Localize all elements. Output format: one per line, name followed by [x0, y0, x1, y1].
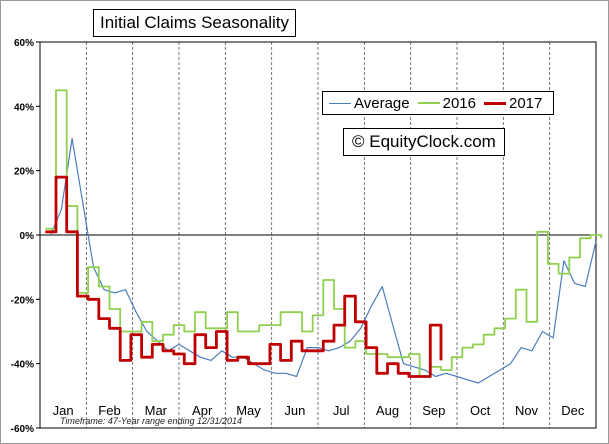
x-tick-label: Feb [98, 403, 120, 418]
legend-swatch-2016 [417, 102, 440, 104]
x-tick-label: Oct [470, 403, 491, 418]
timeframe-note: Timeframe: 47-Year range ending 12/31/20… [60, 416, 243, 426]
y-tick-label: 20% [14, 167, 34, 178]
x-tick-label: Sep [422, 403, 445, 418]
y-tick-label: -20% [11, 295, 34, 306]
y-tick-label: -60% [11, 424, 34, 435]
x-tick-label: Jun [284, 403, 305, 418]
legend-label-average: Average [354, 94, 410, 112]
x-tick-label: Mar [145, 403, 168, 418]
x-tick-label: May [236, 403, 261, 418]
x-tick-label: Aug [376, 403, 399, 418]
y-tick-label: 40% [14, 102, 34, 113]
x-tick-label: Dec [561, 403, 585, 418]
x-tick-label: Jan [53, 403, 74, 418]
legend-item-2017: 2017 [483, 94, 543, 112]
legend-item-average: Average [329, 95, 410, 112]
y-tick-label: 60% [14, 38, 34, 49]
x-tick-label: Nov [515, 403, 539, 418]
y-tick-labels: 60% 40% 20% 0% -20% -40% -60% [11, 38, 34, 435]
legend-item-2016: 2016 [417, 94, 476, 112]
x-tick-label: Jul [333, 403, 350, 418]
legend-swatch-average [329, 102, 351, 104]
watermark: © EquityClock.com [343, 128, 505, 156]
series-line-2017 [45, 175, 443, 378]
y-tick-label: 0% [20, 231, 35, 242]
legend-label-2016: 2016 [442, 94, 476, 112]
series-lines [45, 89, 603, 384]
chart-title: Initial Claims Seasonality [93, 9, 296, 37]
legend-label-2017: 2017 [508, 94, 543, 112]
y-tick-label: -40% [11, 360, 34, 371]
legend-swatch-2017 [483, 101, 506, 105]
series-line-2016 [45, 89, 603, 378]
x-tick-label: Apr [192, 403, 213, 418]
x-tick-labels: Jan Feb Mar Apr May Jun Jul Aug Sep Oct Nov Dec [53, 403, 585, 418]
legend: Average 2016 2017 [322, 91, 554, 115]
